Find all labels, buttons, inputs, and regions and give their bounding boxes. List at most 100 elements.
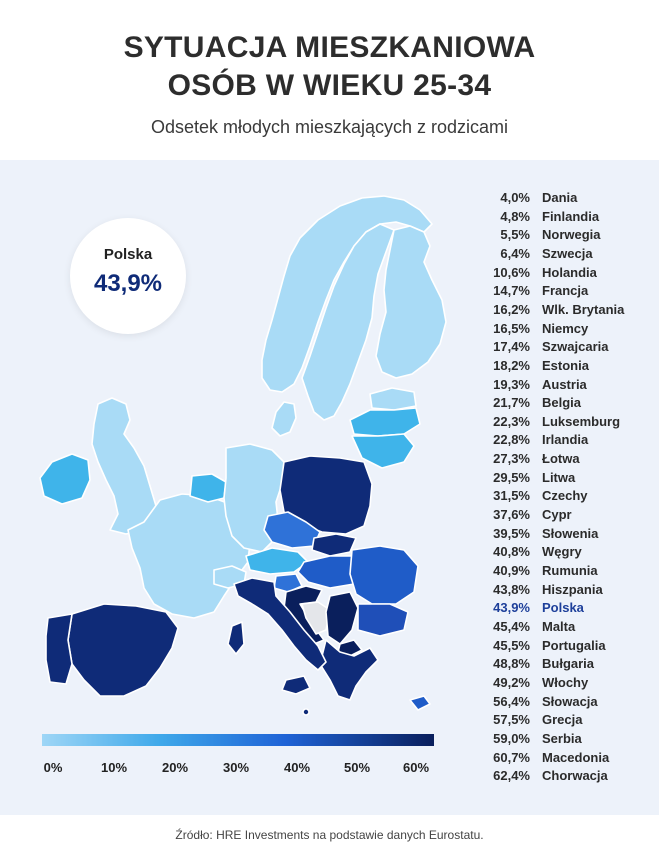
ranking-value: 21,7% bbox=[493, 395, 530, 411]
ranking-country: Serbia bbox=[542, 730, 582, 746]
map-region-serbia bbox=[325, 591, 359, 645]
source-note: Źródło: HRE Investments na podstawie dan… bbox=[175, 828, 484, 842]
ranking-value: 40,8% bbox=[493, 544, 530, 560]
ranking-value: 18,2% bbox=[493, 357, 530, 373]
highlight-badge: Polska 43,9% bbox=[70, 218, 186, 334]
ranking-country: Malta bbox=[542, 618, 576, 634]
ranking-country: Bułgaria bbox=[542, 656, 595, 672]
ranking-value: 40,9% bbox=[493, 563, 530, 578]
map-region-greece bbox=[319, 639, 379, 701]
title-line-2: OSÓB W WIEKU 25-34 bbox=[167, 69, 492, 102]
highlight-value: 43,9% bbox=[93, 270, 163, 297]
ranking-value: 14,7% bbox=[493, 283, 530, 299]
map-region-sicily bbox=[281, 675, 311, 695]
ranking-value: 37,6% bbox=[493, 507, 530, 523]
ranking-value: 27,3% bbox=[493, 451, 530, 467]
ranking-country: Polska bbox=[542, 600, 584, 616]
ranking-country: Macedonia bbox=[542, 749, 610, 765]
ranking-country: Hiszpania bbox=[542, 581, 603, 597]
ranking-value: 43,9% bbox=[493, 600, 530, 616]
ranking-country: Rumunia bbox=[542, 563, 598, 578]
title-line-1: SYTUACJA MIESZKANIOWA bbox=[123, 31, 536, 64]
ranking-country: Wlk. Brytania bbox=[542, 301, 625, 317]
map-region-malta bbox=[302, 708, 310, 716]
ranking-value: 45,5% bbox=[493, 637, 530, 653]
ranking-country: Portugalia bbox=[542, 637, 606, 653]
map-region-italy bbox=[233, 577, 327, 671]
ranking-value: 49,2% bbox=[493, 674, 530, 690]
ranking-value: 16,5% bbox=[493, 320, 530, 336]
map-region-portugal bbox=[45, 613, 73, 685]
ranking-value: 31,5% bbox=[493, 488, 530, 504]
ranking-value: 17,4% bbox=[493, 339, 530, 355]
map-region-estonia bbox=[369, 387, 417, 411]
ranking-country: Szwajcaria bbox=[542, 339, 609, 355]
ranking-value: 59,0% bbox=[493, 730, 530, 746]
legend-tick: 10% bbox=[100, 760, 128, 775]
ranking-country: Czechy bbox=[542, 488, 588, 504]
ranking-country: Węgry bbox=[542, 544, 582, 560]
map-region-bosnia bbox=[301, 601, 331, 635]
map-region-denmark bbox=[271, 401, 297, 437]
legend-tick: 50% bbox=[343, 760, 371, 775]
ranking-country: Słowacja bbox=[542, 693, 598, 709]
ranking-country: Cypr bbox=[542, 507, 572, 523]
ranking-value: 22,3% bbox=[493, 413, 530, 429]
ranking-value: 57,5% bbox=[493, 712, 530, 728]
ranking-country: Szwecja bbox=[542, 245, 593, 261]
ranking-value: 45,4% bbox=[493, 618, 530, 634]
legend-tick: 40% bbox=[283, 760, 311, 775]
ranking-country: Włochy bbox=[542, 674, 589, 690]
ranking-value: 5,5% bbox=[500, 227, 530, 243]
ranking-value: 60,7% bbox=[493, 749, 530, 765]
legend-tick: 0% bbox=[43, 760, 63, 775]
ranking-country: Holandia bbox=[542, 264, 597, 280]
legend-tick: 30% bbox=[222, 760, 250, 775]
ranking-country: Słowenia bbox=[542, 525, 599, 541]
map-region-benelux bbox=[189, 473, 227, 503]
highlight-country: Polska bbox=[103, 246, 153, 263]
ranking-value: 10,6% bbox=[493, 264, 530, 280]
ranking-value: 56,4% bbox=[493, 693, 530, 709]
map-region-norway bbox=[261, 195, 433, 393]
ranking-country: Francja bbox=[542, 283, 589, 299]
ranking-value: 22,8% bbox=[493, 432, 530, 448]
ranking-value: 39,5% bbox=[493, 525, 530, 541]
ranking-value: 6,4% bbox=[500, 245, 530, 261]
ranking-country: Finlandia bbox=[542, 208, 600, 224]
ranking-value: 19,3% bbox=[493, 376, 530, 392]
legend-color-scale bbox=[42, 734, 434, 746]
ranking-country: Austria bbox=[542, 376, 587, 392]
ranking-country: Irlandia bbox=[542, 432, 589, 448]
map-region-cyprus bbox=[409, 695, 431, 711]
legend-tick: 60% bbox=[402, 760, 430, 775]
map-region-slovakia bbox=[311, 533, 357, 557]
ranking-country: Estonia bbox=[542, 357, 589, 373]
map-region-bulgaria bbox=[357, 603, 409, 637]
map-region-sweden bbox=[301, 223, 395, 421]
ranking-country: Dania bbox=[542, 190, 578, 205]
ranking-value: 48,8% bbox=[493, 656, 530, 672]
ranking-country: Norwegia bbox=[542, 227, 601, 243]
map-region-latvia bbox=[349, 407, 421, 437]
ranking-country: Belgia bbox=[542, 395, 582, 411]
legend-tick: 20% bbox=[161, 760, 189, 775]
map-region-romania bbox=[349, 545, 419, 605]
ranking-country: Niemcy bbox=[542, 320, 589, 336]
map-region-finland bbox=[375, 225, 447, 379]
subtitle: Odsetek młodych mieszkających z rodzicam… bbox=[150, 117, 509, 137]
ranking-country: Chorwacja bbox=[542, 768, 608, 784]
ranking-country: Luksemburg bbox=[542, 413, 621, 429]
ranking-country: Grecja bbox=[542, 712, 583, 728]
map-region-spain bbox=[67, 603, 179, 697]
ranking-value: 4,8% bbox=[500, 208, 530, 224]
ranking-country: Litwa bbox=[542, 469, 576, 485]
map-region-sardinia bbox=[227, 621, 245, 655]
map-region-lithuania bbox=[351, 433, 415, 469]
map-region-ireland bbox=[39, 453, 91, 505]
ranking-value: 43,8% bbox=[493, 581, 530, 597]
ranking-value: 62,4% bbox=[493, 768, 530, 784]
ranking-value: 16,2% bbox=[493, 301, 530, 317]
ranking-country: Łotwa bbox=[542, 451, 580, 467]
